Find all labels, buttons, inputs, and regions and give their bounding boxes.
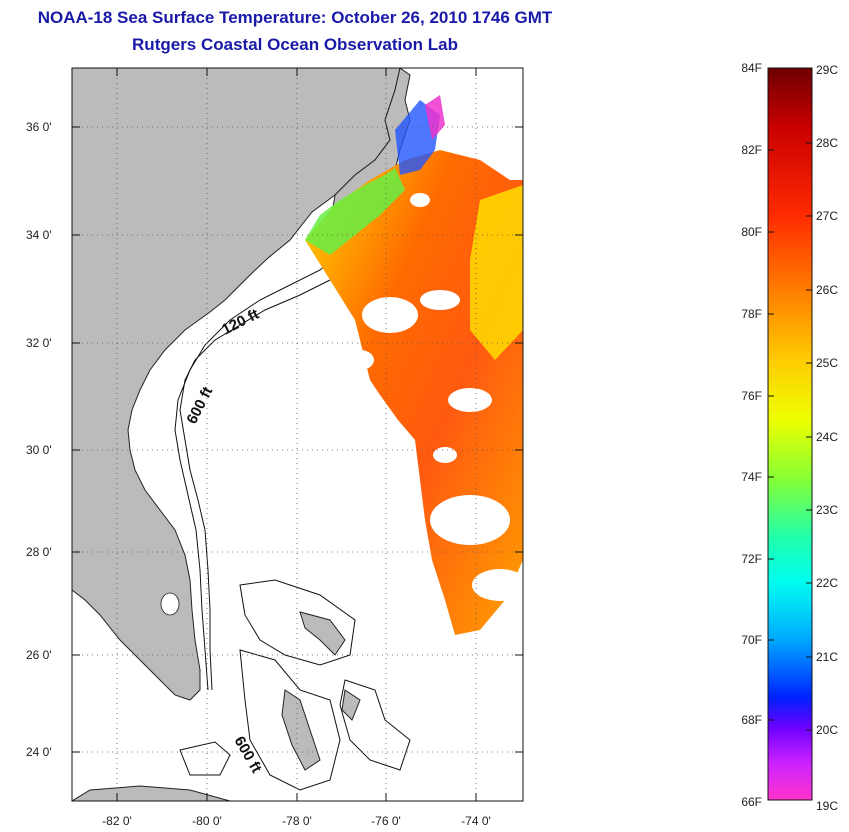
cb-f-72: 72F — [741, 552, 762, 566]
cb-c-20: 20C — [816, 723, 838, 737]
island-grand-bahama — [299, 611, 346, 656]
cb-c-24: 24C — [816, 430, 838, 444]
cb-f-70: 70F — [741, 633, 762, 647]
lat-label-30: 30 0' — [26, 443, 52, 457]
lon-label-74: -74 0' — [461, 814, 491, 828]
island-cuba — [72, 785, 231, 801]
lat-label-36: 36 0' — [26, 120, 52, 134]
cb-c-27: 27C — [816, 209, 838, 223]
map-subtitle: Rutgers Coastal Ocean Observation Lab — [132, 35, 458, 54]
cb-f-68: 68F — [741, 713, 762, 727]
cb-f-66: 66F — [741, 795, 762, 809]
lake-okeechobee — [160, 592, 180, 616]
cb-f-80: 80F — [741, 225, 762, 239]
colorbar — [767, 67, 813, 801]
map-ticks — [72, 68, 523, 801]
cb-c-23: 23C — [816, 503, 838, 517]
sst-coastal-cool — [305, 168, 405, 255]
lon-label-76: -76 0' — [371, 814, 401, 828]
lat-label-28: 28 0' — [26, 545, 52, 559]
cb-f-78: 78F — [741, 307, 762, 321]
cb-c-29: 29C — [816, 63, 838, 77]
map-title: NOAA-18 Sea Surface Temperature: October… — [37, 8, 553, 27]
lat-label-32: 32 0' — [26, 336, 52, 350]
cb-c-25: 25C — [816, 356, 838, 370]
colorbar-ticks — [768, 142, 812, 731]
contour-bahamas-east — [339, 679, 411, 771]
cloud-gaps — [346, 193, 523, 601]
cb-c-26: 26C — [816, 283, 838, 297]
lat-label-24: 24 0' — [26, 745, 52, 759]
contour-120ft — [179, 279, 331, 691]
cb-f-74: 74F — [741, 470, 762, 484]
cb-f-82: 82F — [741, 143, 762, 157]
cb-c-22: 22C — [816, 576, 838, 590]
lat-label-34: 34 0' — [26, 228, 52, 242]
contour-bahamas — [239, 579, 356, 666]
contour-cay-sal — [179, 741, 231, 776]
sst-pink-patch — [425, 95, 445, 140]
cb-f-84: 84F — [741, 61, 762, 75]
sst-yellow-patch — [470, 185, 523, 360]
map-grid — [72, 68, 523, 801]
cb-c-21: 21C — [816, 650, 838, 664]
contour-bahamas-south — [239, 649, 341, 791]
island-andros — [281, 689, 321, 771]
cb-c-19: 19C — [816, 799, 838, 813]
lat-label-26: 26 0' — [26, 648, 52, 662]
cb-c-28: 28C — [816, 136, 838, 150]
lon-label-80: -80 0' — [192, 814, 222, 828]
lon-label-78: -78 0' — [282, 814, 312, 828]
island-eleuthera — [341, 689, 361, 721]
cb-f-76: 76F — [741, 389, 762, 403]
lon-label-82: -82 0' — [102, 814, 132, 828]
